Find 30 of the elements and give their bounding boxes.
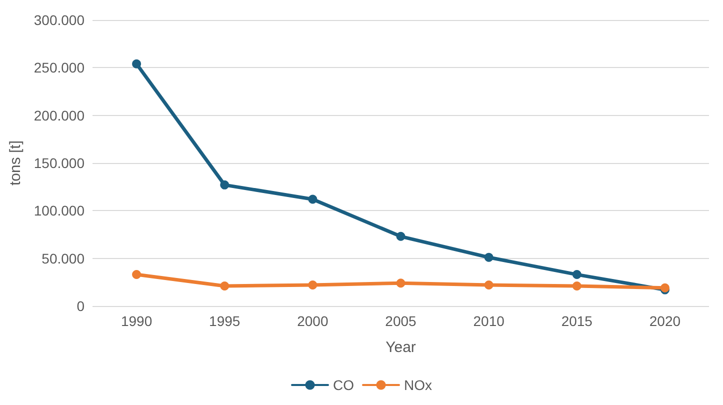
x-tick-label: 2000 — [297, 313, 328, 329]
y-axis-title: tons [t] — [7, 140, 24, 186]
x-tick-label: 1995 — [209, 313, 240, 329]
y-tick-label: 100.000 — [34, 202, 85, 219]
y-tick-label: 200.000 — [34, 107, 85, 124]
y-tick-label: 0 — [76, 298, 85, 314]
legend-label: NOx — [404, 377, 432, 393]
y-tick-label: 300.000 — [34, 12, 85, 28]
point — [132, 270, 142, 280]
legend-label: CO — [333, 377, 354, 393]
y-tick-label: 50.000 — [42, 250, 85, 266]
x-tick-label: 2005 — [385, 313, 417, 329]
x-tick-label: 2010 — [473, 313, 505, 329]
x-tick-label: 2015 — [561, 313, 593, 329]
x-axis-title: Year — [386, 339, 416, 356]
y-tick-label: 250.000 — [34, 60, 85, 76]
point — [484, 252, 494, 262]
point — [572, 270, 582, 280]
x-tick-label: 1990 — [120, 313, 152, 329]
point — [220, 180, 230, 190]
x-tick-label: 2020 — [649, 313, 681, 329]
point — [396, 232, 406, 241]
point — [132, 59, 142, 68]
point — [220, 281, 230, 290]
point — [396, 278, 406, 288]
y-tick-label: 150.000 — [34, 155, 85, 171]
point — [484, 280, 494, 290]
point — [308, 280, 318, 290]
point — [308, 194, 318, 204]
point — [572, 281, 582, 290]
